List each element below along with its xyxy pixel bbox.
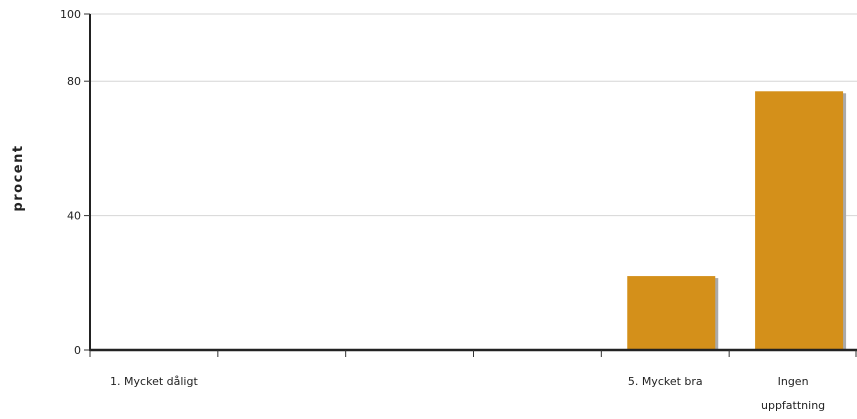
y-tick-label: 80 [67,75,81,88]
x-ticks: 1. Mycket dåligt 5. Mycket bra Ingen uppfat… [89,350,857,412]
bar [755,91,844,350]
x-category-label: 5. Mycket bra [628,375,703,388]
x-category-label: 1. Mycket dåligt [110,375,198,388]
gridlines [90,13,857,217]
y-tick-label: 40 [67,210,81,223]
bars [627,91,847,350]
y-tick-label: 100 [60,8,81,21]
y-axis-label: procent [11,144,26,211]
x-category-label: Ingen [778,375,809,388]
y-tick-label: 0 [74,344,81,357]
bar [627,276,716,350]
x-category-label: uppfattning [761,399,825,412]
axes [89,14,857,352]
y-ticks: 0 40 80 100 [60,8,90,357]
